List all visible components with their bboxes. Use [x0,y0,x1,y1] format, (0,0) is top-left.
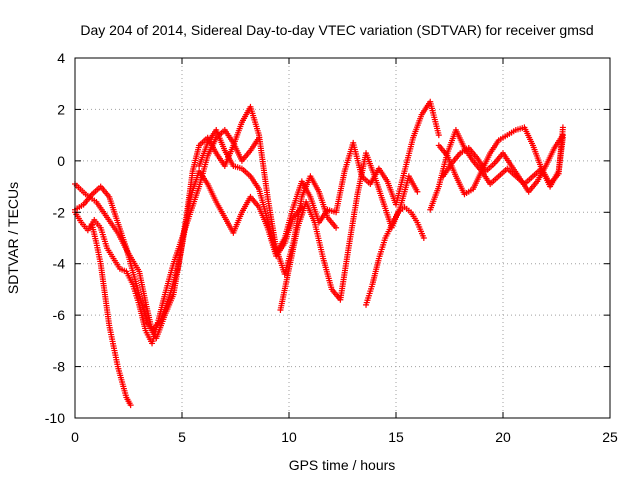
y-tick-label: 2 [57,101,65,117]
series-track-d [89,222,134,409]
grid-lines [75,58,610,418]
series-track-c [72,127,263,347]
y-axis-title: SDTVAR / TECUs [5,182,21,294]
series-track-e [196,98,442,257]
y-tick-label: -2 [53,204,66,220]
y-tick-label: -8 [53,359,66,375]
x-tick-label: 0 [71,429,79,445]
plot-frame [74,57,611,419]
data-point [333,224,340,231]
data-point [559,132,566,139]
tick-marks [74,57,611,419]
x-tick-label: 5 [178,429,186,445]
x-axis-title: GPS time / hours [289,457,396,473]
y-tick-label: -4 [53,256,66,272]
series-track-f [277,150,421,313]
data-points [72,98,566,409]
y-tick-label: -6 [53,307,66,323]
data-point [559,124,566,131]
x-tick-label: 10 [281,429,297,445]
chart-title: Day 204 of 2014, Sidereal Day-to-day VTE… [80,22,593,38]
series-track-g [363,204,427,308]
data-point [420,235,427,241]
data-point [127,402,134,409]
y-tick-labels: -10 -8 -6 -4 -2 0 2 4 [45,50,65,426]
y-tick-label: -10 [45,410,65,426]
data-point [435,132,442,139]
x-tick-label: 20 [495,429,511,445]
x-tick-label: 25 [602,429,618,445]
data-point [414,188,421,195]
y-tick-label: 0 [57,153,65,169]
x-tick-labels: 0 5 10 15 20 25 [71,429,618,445]
y-tick-label: 4 [57,50,65,66]
data-point [256,134,263,141]
x-tick-label: 15 [388,429,404,445]
series-track-j [440,132,566,195]
